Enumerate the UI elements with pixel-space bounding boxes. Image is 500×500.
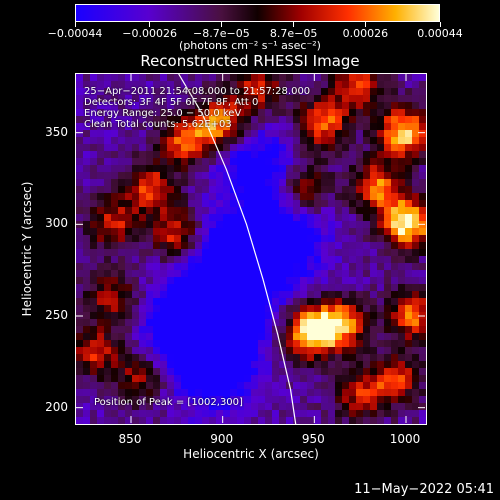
- x-tick-label: 950: [301, 432, 325, 446]
- detectors-text: Detectors: 3F 4F 5F 6F 7F 8F, Att 0: [84, 97, 259, 108]
- colorbar-tick-label: −0.00026: [122, 27, 178, 40]
- colorbar-ticks: [0, 22, 500, 28]
- energy-range-text: Energy Range: 25.0 − 50.0 keV: [84, 108, 242, 119]
- x-tick-label: 850: [118, 432, 142, 446]
- colorbar: [75, 4, 440, 22]
- colorbar-tick-label: −8.7e−05: [193, 27, 250, 40]
- colorbar-tick: [74, 22, 76, 27]
- colorbar-unit-label: (photons cm⁻² s⁻¹ asec⁻²): [179, 39, 321, 52]
- colorbar-tick-label: 8.7e−05: [269, 27, 318, 40]
- axis-tick-marks: [76, 74, 425, 423]
- colorbar-gradient: [76, 5, 439, 21]
- heatmap-cells: [76, 74, 426, 424]
- y-tick-label: 250: [45, 308, 68, 322]
- y-tick-label: 350: [45, 124, 68, 139]
- colorbar-tick: [220, 22, 222, 27]
- timestamp: 11−May−2022 05:41: [354, 482, 494, 497]
- solar-limb-line: [178, 74, 297, 424]
- observation-info: 25−Apr−2011 21:54:08.000 to 21:57:28.000…: [84, 86, 310, 130]
- colorbar-tick: [149, 22, 151, 27]
- plot-area: 25−Apr−2011 21:54:08.000 to 21:57:28.000…: [75, 73, 427, 425]
- y-tick-label: 300: [45, 216, 68, 231]
- y-tick-label: 200: [45, 399, 68, 414]
- heatmap: [76, 74, 426, 424]
- x-tick-label: 900: [210, 432, 234, 446]
- clean-counts-text: Clean Total counts: 5.62E+03: [84, 119, 232, 130]
- x-tick-label: 1000: [389, 432, 421, 446]
- colorbar-tick-label: −0.00044: [47, 27, 103, 40]
- colorbar-tick: [439, 22, 441, 27]
- colorbar-tick-labels: −0.00044 −0.00026 −8.7e−05 8.7e−05 0.00026 0.…: [0, 27, 500, 41]
- peak-position-text: Position of Peak = [1002,300]: [94, 397, 243, 408]
- time-range-text: 25−Apr−2011 21:54:08.000 to 21:57:28.000: [84, 86, 311, 97]
- x-axis-label: Heliocentric X (arcsec): [183, 447, 319, 461]
- y-axis-label: Heliocentric Y (arcsec): [20, 181, 34, 317]
- colorbar-tick: [293, 22, 295, 27]
- colorbar-tick-label: 0.00044: [417, 27, 463, 40]
- chart-title: Reconstructed RHESSI Image: [140, 52, 360, 70]
- colorbar-tick-label: 0.00026: [342, 27, 389, 40]
- colorbar-tick: [364, 22, 366, 27]
